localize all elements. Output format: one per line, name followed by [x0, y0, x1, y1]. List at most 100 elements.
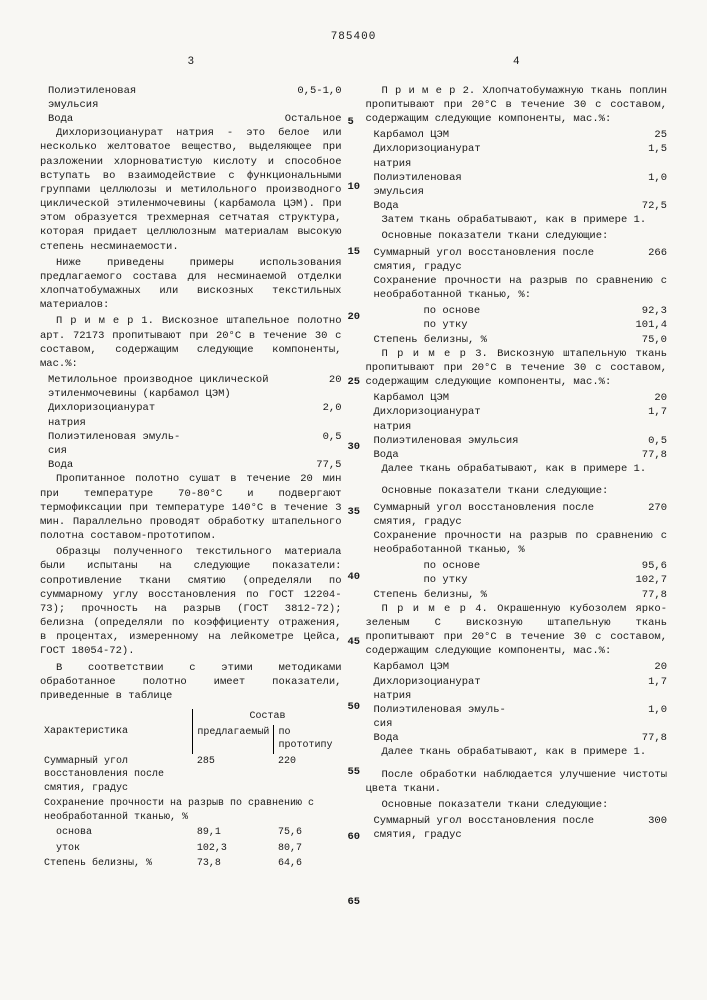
line-number: 60 [348, 830, 361, 844]
paragraph: Далее ткань обрабатывают, как в примере … [366, 745, 668, 759]
table-cell: Степень белизны, % [40, 856, 193, 872]
example-title: П р и м е р 3. Вискозную штапельную ткан… [366, 347, 668, 390]
component-name: Полиэтиленоваяэмульсия [48, 84, 287, 112]
line-number: 10 [348, 180, 361, 194]
component-name: Карбамол ЦЭМ [374, 660, 645, 674]
result-value: 92,3 [632, 304, 667, 318]
result-value: 102,7 [625, 573, 667, 587]
component-name: Вода [374, 731, 632, 745]
component-value: 1,7 [638, 675, 667, 703]
component-value: 20 [644, 391, 667, 405]
paragraph: Дихлоризоцианурат натрия - это белое или… [40, 126, 342, 254]
result-row: по утку101,4 [374, 318, 668, 332]
line-number: 30 [348, 440, 361, 454]
table-subheader: по прототипу [274, 725, 342, 754]
component-name: Дихлоризоциануратнатрия [374, 675, 639, 703]
result-row: Суммарный угол восстановления после смят… [374, 814, 668, 842]
right-column: 4 5 10 15 20 25 30 35 40 45 50 55 60 65 … [366, 55, 668, 872]
result-name: по утку [374, 573, 626, 587]
component-row: Дихлоризоциануратнатрия1,5 [374, 142, 668, 170]
result-row: Суммарный угол восстановления после смят… [374, 501, 668, 529]
result-name: Суммарный угол восстановления после смят… [374, 501, 639, 529]
component-row: Вода77,8 [374, 731, 668, 745]
line-number: 55 [348, 765, 361, 779]
component-row: Вода72,5 [374, 199, 668, 213]
result-row: Степень белизны, %77,8 [374, 588, 668, 602]
table-cell: 89,1 [193, 825, 274, 841]
component-value: 1,0 [638, 703, 667, 731]
right-page-number: 4 [366, 55, 668, 70]
table-cell: 220 [274, 754, 342, 797]
result-name: по основе [374, 559, 632, 573]
table-header: Характеристика [40, 709, 193, 754]
component-name: Дихлоризоциануратнатрия [374, 405, 639, 433]
component-name: Полиэтиленоваяэмульсия [374, 171, 639, 199]
result-value: 75,0 [632, 333, 667, 347]
component-row: Полиэтиленовая эмуль-сия 0,5 [48, 430, 342, 458]
paragraph: Пропитанное полотно сушат в течение 20 м… [40, 472, 342, 543]
component-row: Полиэтиленовая эмульсия0,5 [374, 434, 668, 448]
component-name: Вода [374, 448, 632, 462]
component-value: 2,0 [313, 401, 342, 429]
component-name: Дихлоризоциануратнатрия [48, 401, 313, 429]
component-name: Карбамол ЦЭМ [374, 391, 645, 405]
table-cell: 75,6 [274, 825, 342, 841]
paragraph: Ниже приведены примеры использования пре… [40, 256, 342, 313]
result-value: 95,6 [632, 559, 667, 573]
paragraph: Далее ткань обрабатывают, как в примере … [366, 462, 668, 476]
paragraph: В соответствии с этими методиками обрабо… [40, 661, 342, 704]
result-value: 77,8 [632, 588, 667, 602]
table-row: Степень белизны, % 73,8 64,6 [40, 856, 342, 872]
component-value: 0,5 [638, 434, 667, 448]
result-name: Степень белизны, % [374, 588, 632, 602]
component-row: Карбамол ЦЭМ25 [374, 128, 668, 142]
table-cell: уток [40, 841, 193, 857]
example-title: П р и м е р 4. Окрашенную кубозолем ярко… [366, 602, 668, 659]
table-header: Состав [193, 709, 342, 725]
component-row: Полиэтиленовая эмуль-сия1,0 [374, 703, 668, 731]
result-name: Степень белизны, % [374, 333, 632, 347]
table-row: основа 89,1 75,6 [40, 825, 342, 841]
table-cell: Суммарный угол восстановления после смят… [40, 754, 193, 797]
result-value: 101,4 [625, 318, 667, 332]
component-value: 20 [319, 373, 342, 401]
component-name: Вода [48, 112, 275, 126]
result-name: по утку [374, 318, 626, 332]
component-row: Полиэтиленоваяэмульсия1,0 [374, 171, 668, 199]
result-name: Сохранение прочности на разрыв по сравне… [374, 529, 668, 557]
component-value: 0,5-1,0 [287, 84, 341, 112]
component-name: Полиэтиленовая эмуль-сия [48, 430, 313, 458]
result-row: по основе95,6 [374, 559, 668, 573]
table-cell: 64,6 [274, 856, 342, 872]
component-name: Дихлоризоциануратнатрия [374, 142, 639, 170]
component-name: Полиэтиленовая эмуль-сия [374, 703, 639, 731]
table-row: уток 102,3 80,7 [40, 841, 342, 857]
result-row: по утку102,7 [374, 573, 668, 587]
line-number: 25 [348, 375, 361, 389]
result-name: Суммарный угол восстановления после смят… [374, 246, 639, 274]
line-number: 50 [348, 700, 361, 714]
component-name: Метилольное производное циклической этил… [48, 373, 319, 401]
left-page-number: 3 [40, 55, 342, 70]
line-number: 65 [348, 895, 361, 909]
component-value: 1,0 [638, 171, 667, 199]
paragraph: Затем ткань обрабатывают, как в примере … [366, 213, 668, 227]
result-value: 300 [638, 814, 667, 842]
component-name: Полиэтиленовая эмульсия [374, 434, 639, 448]
component-row: Метилольное производное циклической этил… [48, 373, 342, 401]
component-value: 25 [644, 128, 667, 142]
component-value: 72,5 [632, 199, 667, 213]
line-number: 20 [348, 310, 361, 324]
left-column: 3 Полиэтиленоваяэмульсия 0,5-1,0 Вода Ос… [40, 55, 342, 872]
component-value: 1,5 [638, 142, 667, 170]
paragraph: Основные показатели ткани следующие: [366, 798, 668, 812]
line-number: 45 [348, 635, 361, 649]
component-value: 20 [644, 660, 667, 674]
component-row: Карбамол ЦЭМ20 [374, 391, 668, 405]
component-value: 0,5 [313, 430, 342, 458]
page-columns: 3 Полиэтиленоваяэмульсия 0,5-1,0 Вода Ос… [40, 55, 667, 872]
result-row: по основе92,3 [374, 304, 668, 318]
component-value: 77,8 [632, 448, 667, 462]
component-value: 77,5 [306, 458, 341, 472]
result-value: 266 [638, 246, 667, 274]
